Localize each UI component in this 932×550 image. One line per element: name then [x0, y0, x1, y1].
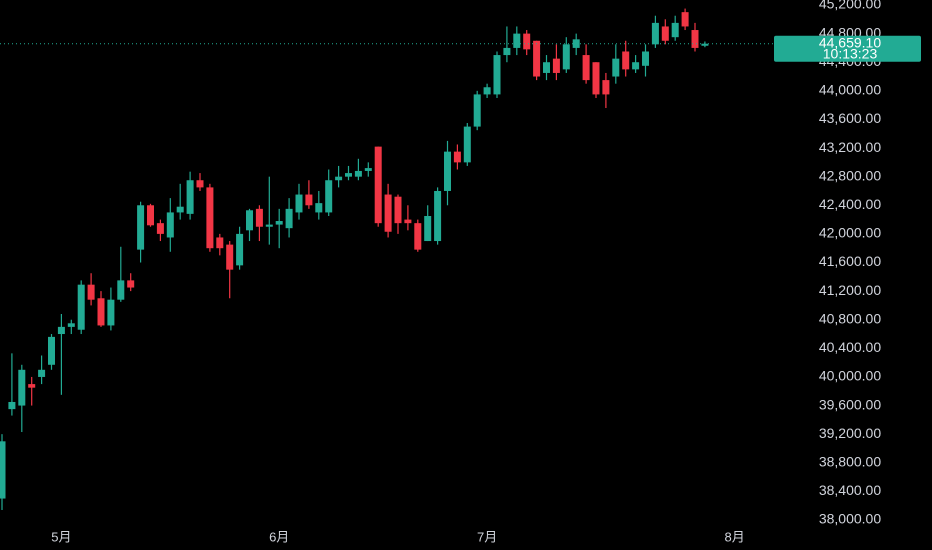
y-tick-label: 40,400.00 [819, 339, 881, 355]
candle-body [196, 180, 204, 188]
candle-body [127, 280, 135, 288]
candle-body [0, 441, 6, 499]
candle-body [463, 126, 471, 163]
candle-body [38, 369, 46, 377]
candle-body [166, 212, 174, 238]
candle-body [592, 62, 600, 95]
candle-body [444, 151, 451, 191]
candle-body [295, 194, 303, 213]
candle-body [473, 94, 481, 127]
y-tick-label: 45,200.00 [819, 0, 881, 12]
y-tick-label: 40,000.00 [819, 368, 881, 384]
candle-body [513, 33, 521, 48]
candle-body [582, 55, 590, 81]
last-price-label: 44,659.10 [819, 34, 881, 50]
candle-body [434, 190, 442, 242]
y-tick-label: 43,200.00 [819, 139, 881, 155]
candle-body [345, 173, 352, 177]
countdown: 10:13:23 [823, 45, 878, 61]
candle-body [216, 237, 224, 249]
candle-body [404, 219, 412, 224]
candle-body [552, 58, 560, 73]
candle-body [394, 196, 402, 224]
x-tick-label: 5月 [51, 529, 71, 544]
candle-body [701, 43, 709, 46]
candle-body [67, 323, 75, 327]
y-tick-label: 38,000.00 [819, 511, 881, 527]
candle-body [275, 221, 283, 225]
candle-body [107, 299, 115, 326]
candle-body [681, 12, 689, 27]
candle-body [374, 146, 382, 224]
y-tick-label: 42,400.00 [819, 196, 881, 212]
candle-body [661, 26, 669, 41]
candle-body [57, 326, 65, 335]
candle-body [424, 216, 432, 242]
candle-body [77, 284, 85, 330]
y-tick-label: 39,600.00 [819, 396, 881, 412]
candle-body [176, 206, 184, 213]
candle-body [651, 22, 659, 45]
candle-body [414, 223, 422, 250]
candle-body [543, 62, 550, 73]
y-tick-label: 43,600.00 [819, 110, 881, 126]
candle-body [246, 210, 253, 231]
candle-body [117, 280, 125, 300]
candle-body [612, 58, 620, 77]
candle-body [384, 194, 392, 232]
candle-body [226, 244, 234, 270]
x-tick-label: 6月 [269, 529, 289, 544]
candle-body [28, 384, 36, 388]
candle-body [364, 168, 372, 171]
candle-body [137, 205, 145, 250]
candle-body [632, 62, 640, 70]
candle-body [671, 22, 679, 38]
candle-body [147, 205, 154, 226]
y-tick-label: 42,000.00 [819, 225, 881, 241]
candle-body [206, 187, 214, 249]
candle-body [523, 33, 531, 50]
candle-body [325, 180, 333, 213]
candle-body [87, 284, 95, 300]
candle-body [48, 336, 55, 365]
candle-body [691, 30, 699, 48]
candle-body [186, 180, 194, 214]
candle-body [305, 194, 313, 206]
candle-body [255, 208, 263, 227]
candle-body [562, 44, 570, 70]
candle-body [156, 223, 164, 234]
y-tick-label: 38,800.00 [819, 453, 881, 469]
candle-body [503, 47, 511, 56]
candle-body [315, 203, 323, 213]
candle-body [8, 401, 16, 410]
y-tick-label: 44,000.00 [819, 82, 881, 98]
candle-body [236, 233, 244, 266]
x-tick-label: 8月 [724, 529, 744, 544]
candle-body [285, 208, 293, 229]
candle-body [493, 55, 501, 95]
candle-body [622, 51, 630, 70]
candle-body [335, 176, 343, 181]
y-tick-label: 42,800.00 [819, 167, 881, 183]
candle-body [18, 369, 26, 406]
candle-body [533, 40, 541, 77]
last-price-box [774, 35, 921, 62]
y-tick-label: 41,600.00 [819, 253, 881, 269]
candle-body [642, 51, 649, 66]
y-tick-label: 38,400.00 [819, 482, 881, 498]
candle-body [602, 80, 610, 95]
candle-body [354, 170, 362, 177]
candle-body [483, 87, 491, 95]
x-tick-label: 7月 [477, 529, 497, 544]
candle-body [265, 224, 273, 227]
y-tick-label: 41,200.00 [819, 282, 881, 298]
y-tick-label: 39,200.00 [819, 425, 881, 441]
y-tick-label: 40,800.00 [819, 310, 881, 326]
candle-body [453, 151, 461, 163]
candle-body [97, 298, 105, 326]
